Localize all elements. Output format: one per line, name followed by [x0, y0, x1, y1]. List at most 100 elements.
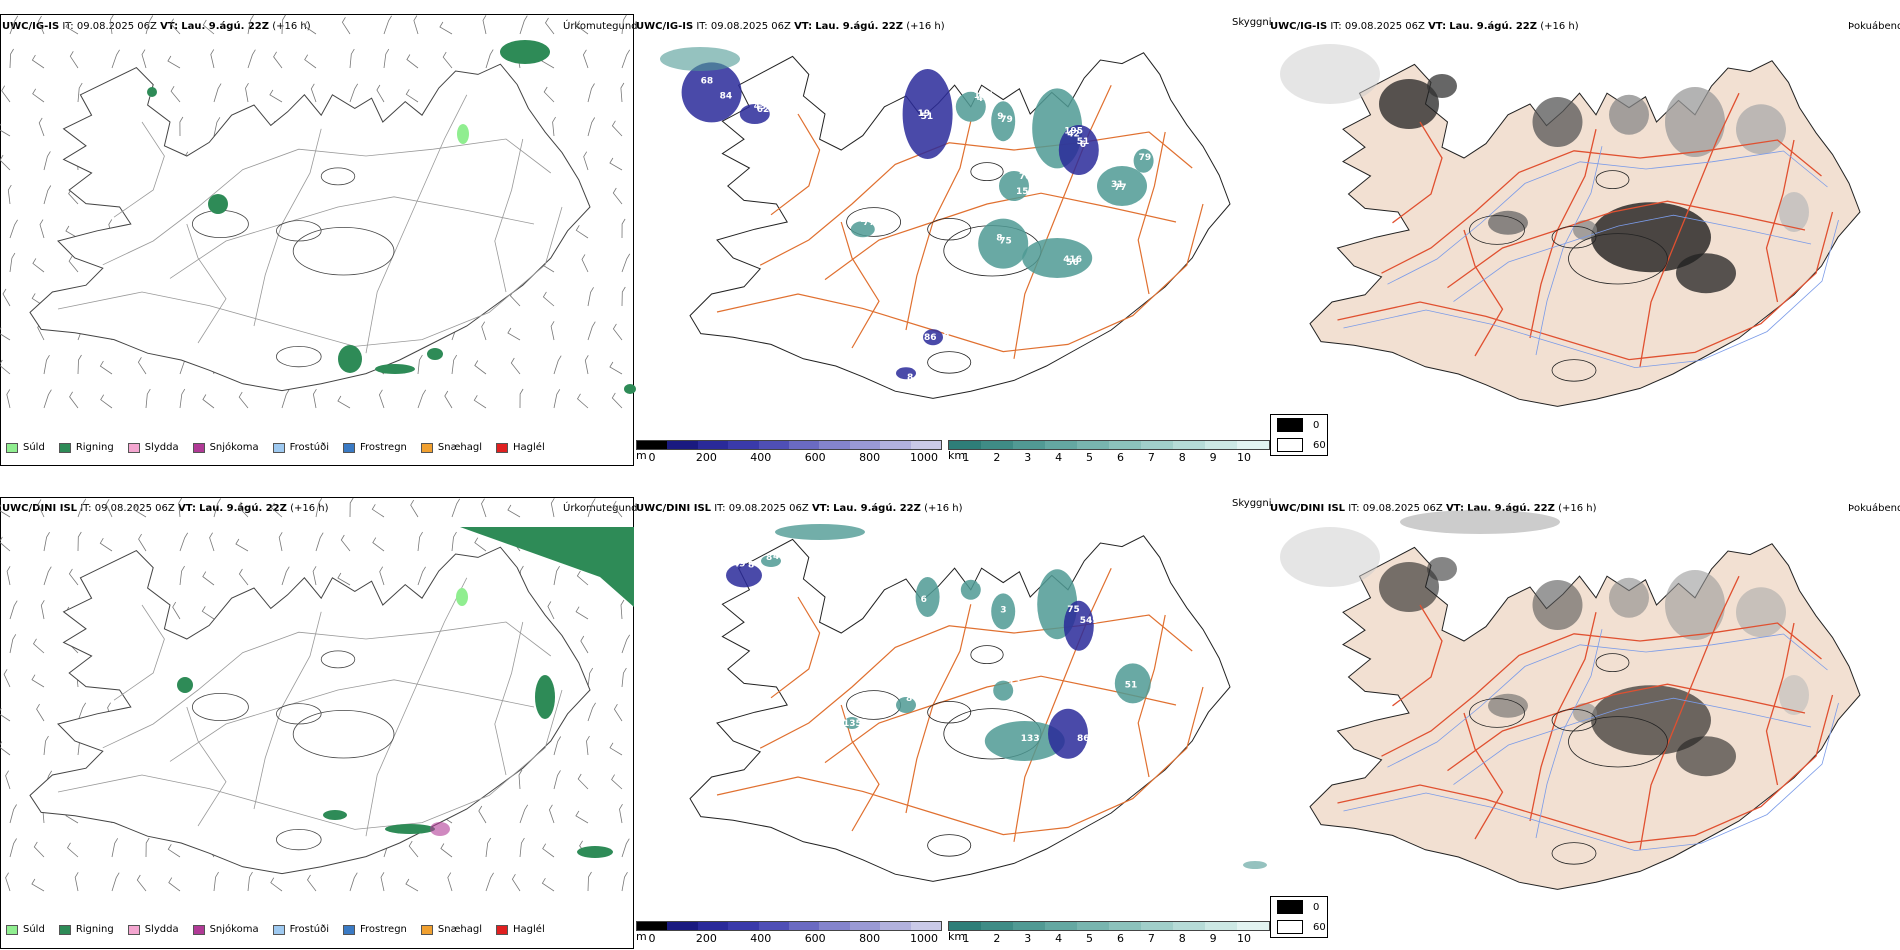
- colorbar-boxes: [636, 440, 942, 450]
- wind-barb: [586, 735, 590, 756]
- wind-barb: [621, 49, 631, 69]
- cloud-base-label: 135: [843, 719, 862, 729]
- glacier-outline: [275, 220, 322, 242]
- cloud-base-label: 49: [733, 559, 746, 569]
- cloud-area: [761, 555, 781, 567]
- rain-area: [208, 194, 228, 214]
- wind-barb: [349, 48, 355, 69]
- glacier-outline: [927, 217, 972, 241]
- fog-panel-header: UWC/DINI ISL IT: 09.08.2025 06Z VT: Lau.…: [1270, 503, 1597, 514]
- wind-barb: [100, 394, 113, 409]
- wind-barb: [612, 187, 623, 205]
- cloud-base-label: 51: [1077, 137, 1090, 147]
- cloud-base-label: 82: [977, 577, 990, 587]
- wind-barb: [582, 49, 589, 69]
- wind-barb: [31, 674, 45, 688]
- fog-legend-row: 60: [1271, 917, 1327, 937]
- cloud-area: [955, 91, 986, 122]
- wind-barb: [168, 877, 181, 892]
- wind-barb: [378, 389, 385, 409]
- wind-barb: [7, 184, 12, 205]
- wind-barb: [612, 323, 623, 341]
- wind-barb: [380, 872, 385, 892]
- cloud-area: [896, 367, 916, 380]
- wind-barb: [278, 532, 283, 552]
- colorbar-unit: km: [948, 449, 966, 462]
- cloud-base-label: 51: [1125, 680, 1138, 690]
- wind-barb: [32, 258, 45, 273]
- river-line: [1453, 214, 1812, 302]
- wind-barb: [543, 86, 555, 103]
- road-line: [113, 604, 165, 701]
- wind-barb: [31, 878, 45, 892]
- cloud-base-label: 65: [910, 358, 923, 368]
- wind-barb: [485, 872, 494, 892]
- road-line: [1639, 92, 1740, 367]
- snow-area: [430, 822, 450, 836]
- legend-label: Frostregn: [360, 924, 407, 935]
- precip-panel-header: UWC/IG-IS IT: 09.08.2025 06Z VT: Lau. 9.…: [2, 21, 311, 32]
- colorbar-tick-label: 10: [1237, 932, 1251, 945]
- wind-barb: [609, 742, 623, 756]
- wind-barb: [621, 253, 631, 273]
- wind-barb: [621, 218, 626, 239]
- wind-barb: [209, 532, 215, 552]
- legend-item: Snæhagl: [420, 924, 483, 935]
- colorbar-box: [819, 441, 850, 449]
- fog-index-area: [1379, 562, 1439, 612]
- cloud-area: [1133, 148, 1154, 173]
- wind-barb: [6, 389, 11, 409]
- wind-barb: [613, 703, 623, 722]
- road-line: [1137, 131, 1166, 295]
- fog-index-area: [1736, 587, 1786, 638]
- road-line: [186, 223, 227, 344]
- road-line: [1463, 229, 1504, 357]
- legend-item: Rigning: [58, 442, 114, 453]
- wind-barb: [542, 291, 555, 307]
- road-line: [1337, 211, 1834, 361]
- colorbar-tick-label: 5: [1086, 451, 1094, 464]
- glacier-outline: [927, 351, 972, 374]
- colorbar-tick-label: 2: [993, 932, 1001, 945]
- cloud-base-label: 15: [1016, 187, 1029, 197]
- wind-barb: [417, 531, 423, 552]
- legend-label: Snæhagl: [437, 924, 483, 935]
- road-line: [1013, 84, 1112, 359]
- colorbar-tick-label: 0: [648, 451, 656, 464]
- legend-label: Slydda: [144, 924, 179, 935]
- wind-barb: [575, 606, 589, 620]
- legend-label: Haglél: [513, 924, 545, 935]
- cloud-area: [726, 563, 762, 588]
- legend-label: Snæhagl: [437, 442, 483, 453]
- wind-barb: [43, 389, 52, 409]
- wind-barb: [413, 15, 419, 35]
- colorbar-box: [849, 441, 881, 449]
- wind-barb: [474, 360, 487, 375]
- wind-barb: [43, 354, 50, 375]
- legend-item: Frostúði: [272, 924, 329, 935]
- wind-barb: [553, 355, 562, 375]
- wind-barb: [37, 499, 45, 518]
- glacier-outline: [1551, 709, 1597, 732]
- glacier-outline: [1469, 698, 1525, 728]
- wind-barb: [507, 504, 521, 518]
- fog-map: [1280, 44, 1861, 407]
- glacier-outline: [1551, 842, 1597, 865]
- wind-barb: [541, 877, 555, 892]
- legend-swatch: [192, 924, 205, 935]
- legend-swatch: [496, 924, 509, 935]
- fog-index-area: [1676, 736, 1736, 777]
- road-line: [494, 138, 524, 293]
- rain-area: [535, 675, 555, 719]
- wind-barb: [179, 532, 189, 552]
- colorbar-box: [637, 441, 668, 449]
- rain-area: [577, 846, 613, 858]
- wind-barb: [439, 21, 453, 35]
- legend-swatch: [343, 442, 355, 453]
- wind-barb: [620, 82, 625, 103]
- precip-panel-title: Úrkomutegund: [563, 503, 638, 514]
- wind-barb: [576, 570, 589, 586]
- cloud-base-label: 77: [863, 218, 876, 228]
- cloud-area: [978, 218, 1029, 269]
- legend-item: Snæhagl: [420, 442, 483, 453]
